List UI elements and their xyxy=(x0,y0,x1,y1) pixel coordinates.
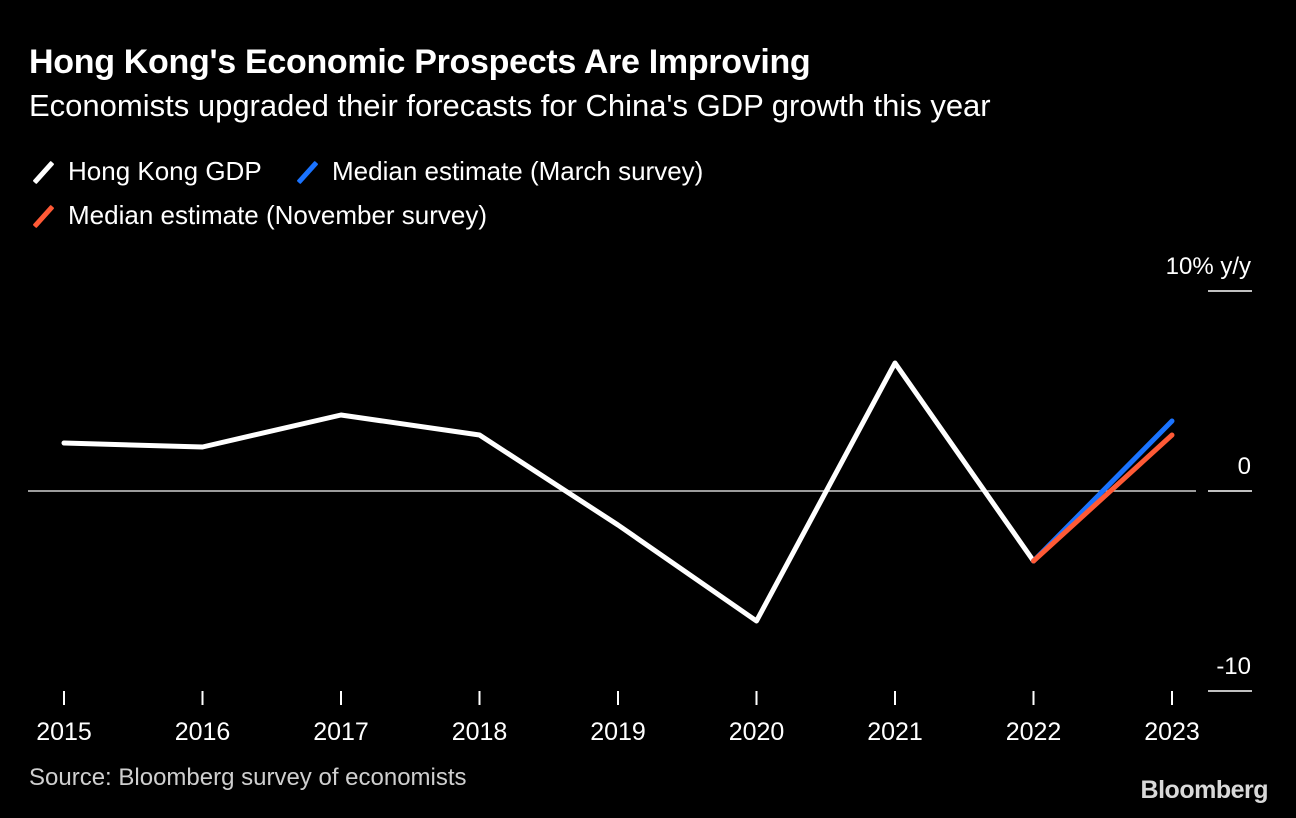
x-tick-label: 2020 xyxy=(729,718,785,746)
series-line-november-survey-estimate xyxy=(1031,432,1175,564)
x-tick-label: 2022 xyxy=(1006,718,1062,746)
axis-layer xyxy=(28,290,1252,705)
legend-label: Hong Kong GDP xyxy=(68,156,262,186)
legend-label: Median estimate (March survey) xyxy=(332,156,704,186)
y-tick-label: 10% y/y xyxy=(1166,253,1251,280)
x-tick-label: 2016 xyxy=(175,718,231,746)
x-tick-label: 2018 xyxy=(452,718,508,746)
x-tick-label: 2021 xyxy=(867,718,923,746)
legend-item-march-survey: Median estimate (March survey) xyxy=(296,156,703,187)
source-note: Source: Bloomberg survey of economists xyxy=(29,764,467,791)
x-tick-label: 2017 xyxy=(313,718,369,746)
series-layer xyxy=(61,360,1175,624)
y-tick-label: 0 xyxy=(1238,453,1251,480)
x-tick-label: 2019 xyxy=(590,718,646,746)
x-tick-label: 2015 xyxy=(36,718,92,746)
label-layer: 10% y/y 0 -10 2015 2016 2017 2018 2019 2020 2021 2… xyxy=(36,253,1251,746)
bloomberg-logo: Bloomberg xyxy=(1140,776,1269,804)
chart-subtitle: Economists upgraded their forecasts for … xyxy=(29,88,991,123)
y-tick-label: -10 xyxy=(1216,653,1251,680)
chart-title: Hong Kong's Economic Prospects Are Impro… xyxy=(29,43,811,81)
legend-item-hong-kong-gdp: Hong Kong GDP xyxy=(32,156,262,187)
legend-item-november-survey: Median estimate (November survey) xyxy=(32,200,487,231)
x-tick-label: 2023 xyxy=(1144,718,1200,746)
series-line-hong-kong-gdp xyxy=(61,360,1036,624)
legend-label: Median estimate (November survey) xyxy=(68,200,488,230)
